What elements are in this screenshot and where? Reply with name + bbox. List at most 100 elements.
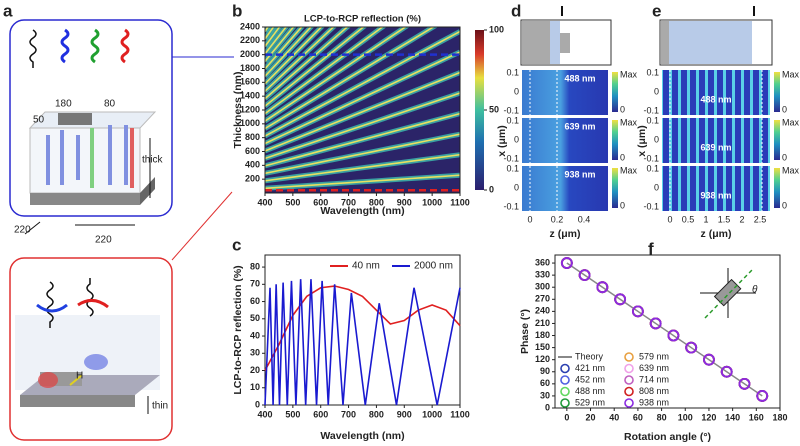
panel-label: f	[648, 239, 654, 258]
heatmap-band	[265, 27, 335, 92]
y-tick-label: 10	[250, 382, 260, 392]
y-axis-label: Phase (°)	[519, 309, 531, 354]
arrow	[77, 299, 109, 309]
arrows	[46, 125, 128, 185]
x-tick-label: 800	[369, 409, 384, 419]
colorbar-label: 50	[489, 104, 499, 114]
heatmap-band	[265, 71, 460, 152]
x-tick-label: 0	[564, 412, 569, 422]
z-axis-label: z (μm)	[550, 228, 581, 240]
colorbar-max: Max	[620, 117, 638, 127]
x-axis-label: Rotation angle (°)	[624, 431, 711, 443]
heatmap-band	[265, 30, 460, 137]
colorbar-max: Max	[782, 69, 800, 79]
point	[649, 317, 662, 330]
colorbar-min: 0	[620, 152, 625, 162]
colorbar-max: Max	[782, 165, 800, 175]
wavelength-label: 488 nm	[564, 73, 595, 83]
point	[667, 329, 680, 342]
x-axis-label: Wavelength (nm)	[320, 430, 404, 442]
x-tick-label: 0.1	[506, 115, 519, 125]
x-axis-label: Wavelength (nm)	[320, 205, 404, 217]
wavelength-label: 639 nm	[564, 121, 595, 131]
legend-swatch	[624, 375, 634, 385]
y-tick-label: 120	[535, 354, 550, 364]
panel-label: a	[3, 1, 13, 20]
point	[756, 390, 769, 402]
x-tick-label: 0	[654, 182, 659, 192]
heatmap-band	[265, 27, 365, 107]
x-tick-label: 500	[285, 409, 300, 419]
y-tick-label: 270	[535, 294, 550, 304]
legend-label: 2000 nm	[414, 261, 453, 272]
x-tick-label: 0.1	[506, 163, 519, 173]
x-tick-label: 0	[514, 182, 519, 192]
inset-pillar	[713, 278, 742, 307]
point	[596, 281, 609, 294]
y-tick-label: 30	[540, 390, 550, 400]
point	[631, 305, 644, 318]
colorbar-min: 0	[620, 104, 625, 114]
field-map	[522, 166, 608, 211]
x-tick-label: 180	[772, 412, 787, 422]
field-map	[522, 118, 608, 163]
legend-swatch	[624, 386, 634, 397]
boundary	[669, 166, 763, 211]
wavelength-label: 938 nm	[564, 169, 595, 179]
y-tick-label: 800	[245, 132, 260, 142]
panel-label: e	[652, 1, 661, 20]
y-tick-label: 60	[250, 296, 260, 306]
x-tick-label: 0	[654, 86, 659, 96]
x-tick-label: 1000	[422, 197, 442, 207]
legend-swatch	[560, 386, 570, 397]
wave	[86, 278, 94, 317]
x-tick-label: 900	[397, 409, 412, 419]
layer	[550, 21, 560, 64]
legend-label: 40 nm	[352, 261, 380, 272]
panel-label: c	[232, 235, 241, 254]
schematic	[520, 19, 612, 66]
boundary	[529, 166, 558, 211]
x-axis-label: x (μm)	[496, 125, 508, 157]
h-arrow	[69, 374, 83, 386]
colorbar-min: 0	[782, 152, 787, 162]
point	[685, 341, 698, 354]
colorbar	[475, 30, 484, 190]
chart-title: LCP-to-RCP reflection (%)	[304, 14, 421, 25]
legend-label: 579 nm	[639, 351, 669, 361]
dim: 180	[55, 99, 72, 110]
heatmap-band	[265, 174, 460, 190]
y-tick-label: 40	[250, 330, 260, 340]
x-tick-label: 800	[369, 197, 384, 207]
x-tick-label: 0.1	[646, 115, 659, 125]
panel-a: 180 80 50 thick 220 220 thin H	[9, 19, 234, 441]
z-tick-label: 1	[703, 214, 708, 224]
y-axis-label: Thickness (nm)	[232, 71, 244, 148]
legend-label: 421 nm	[575, 363, 605, 373]
x-tick-label: 100	[678, 412, 693, 422]
y-tick-label: 70	[250, 279, 260, 289]
wave	[46, 281, 54, 328]
z-tick-label: 2.5	[754, 214, 767, 224]
theory-line	[566, 262, 763, 397]
y-tick-label: 80	[250, 261, 260, 271]
heatmap-band	[265, 27, 384, 115]
y-tick-label: 150	[535, 342, 550, 352]
substrate	[20, 395, 135, 407]
y-tick-label: 1200	[240, 104, 260, 114]
heatmap-band	[265, 153, 460, 182]
z-tick-label: 0	[667, 214, 672, 224]
colorbar-min: 0	[782, 200, 787, 210]
point	[703, 353, 715, 366]
heatmap-band	[265, 27, 323, 85]
heatmap-band	[265, 27, 303, 70]
legend-label: 808 nm	[639, 386, 669, 396]
y-tick-label: 0	[545, 402, 550, 412]
y-axis-label: LCP-to-RCP reflection (%)	[232, 265, 244, 394]
colorbar	[774, 120, 780, 160]
y-tick-label: 50	[250, 313, 260, 323]
dim: 80	[104, 99, 116, 110]
box	[9, 257, 173, 441]
y-tick-label: 90	[540, 366, 550, 376]
